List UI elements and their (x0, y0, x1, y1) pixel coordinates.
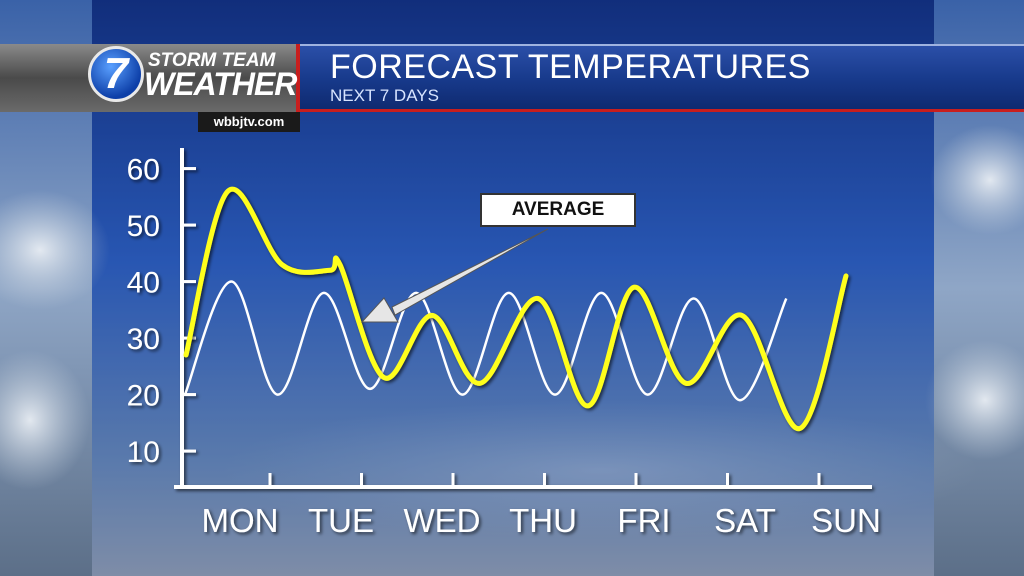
average-callout: AVERAGE (480, 193, 636, 227)
forecast-line (183, 186, 849, 431)
y-tick-label: 20 (127, 380, 160, 413)
logo-text-weather: WEATHER (144, 66, 297, 102)
logo-text-storm-team: STORM TEAM (148, 50, 276, 71)
x-tick-label: WED (404, 502, 481, 539)
channel-7-logo-icon: 7 (88, 46, 144, 102)
x-tick-label: SAT (714, 502, 776, 539)
header-bar: 7 STORM TEAM WEATHER FORECAST TEMPERATUR… (0, 44, 1024, 112)
page-subtitle: NEXT 7 DAYS (330, 86, 439, 105)
average-arrow (360, 228, 549, 323)
x-tick-label: THU (509, 502, 577, 539)
page-title: FORECAST TEMPERATURES (330, 48, 811, 86)
x-tick-label: TUE (308, 502, 374, 539)
y-tick-label: 50 (127, 210, 160, 243)
y-tick-label: 60 (127, 154, 160, 187)
station-logo: 7 STORM TEAM WEATHER (0, 44, 300, 112)
x-tick-label: SUN (811, 502, 881, 539)
logo-number: 7 (103, 49, 129, 98)
x-tick-label: MON (202, 502, 279, 539)
y-tick-label: 30 (127, 323, 160, 356)
website-label: wbbjtv.com (198, 112, 300, 132)
x-tick-label: FRI (617, 502, 670, 539)
y-tick-label: 10 (127, 436, 160, 469)
y-tick-label: 40 (127, 267, 160, 300)
average-line (183, 280, 788, 402)
